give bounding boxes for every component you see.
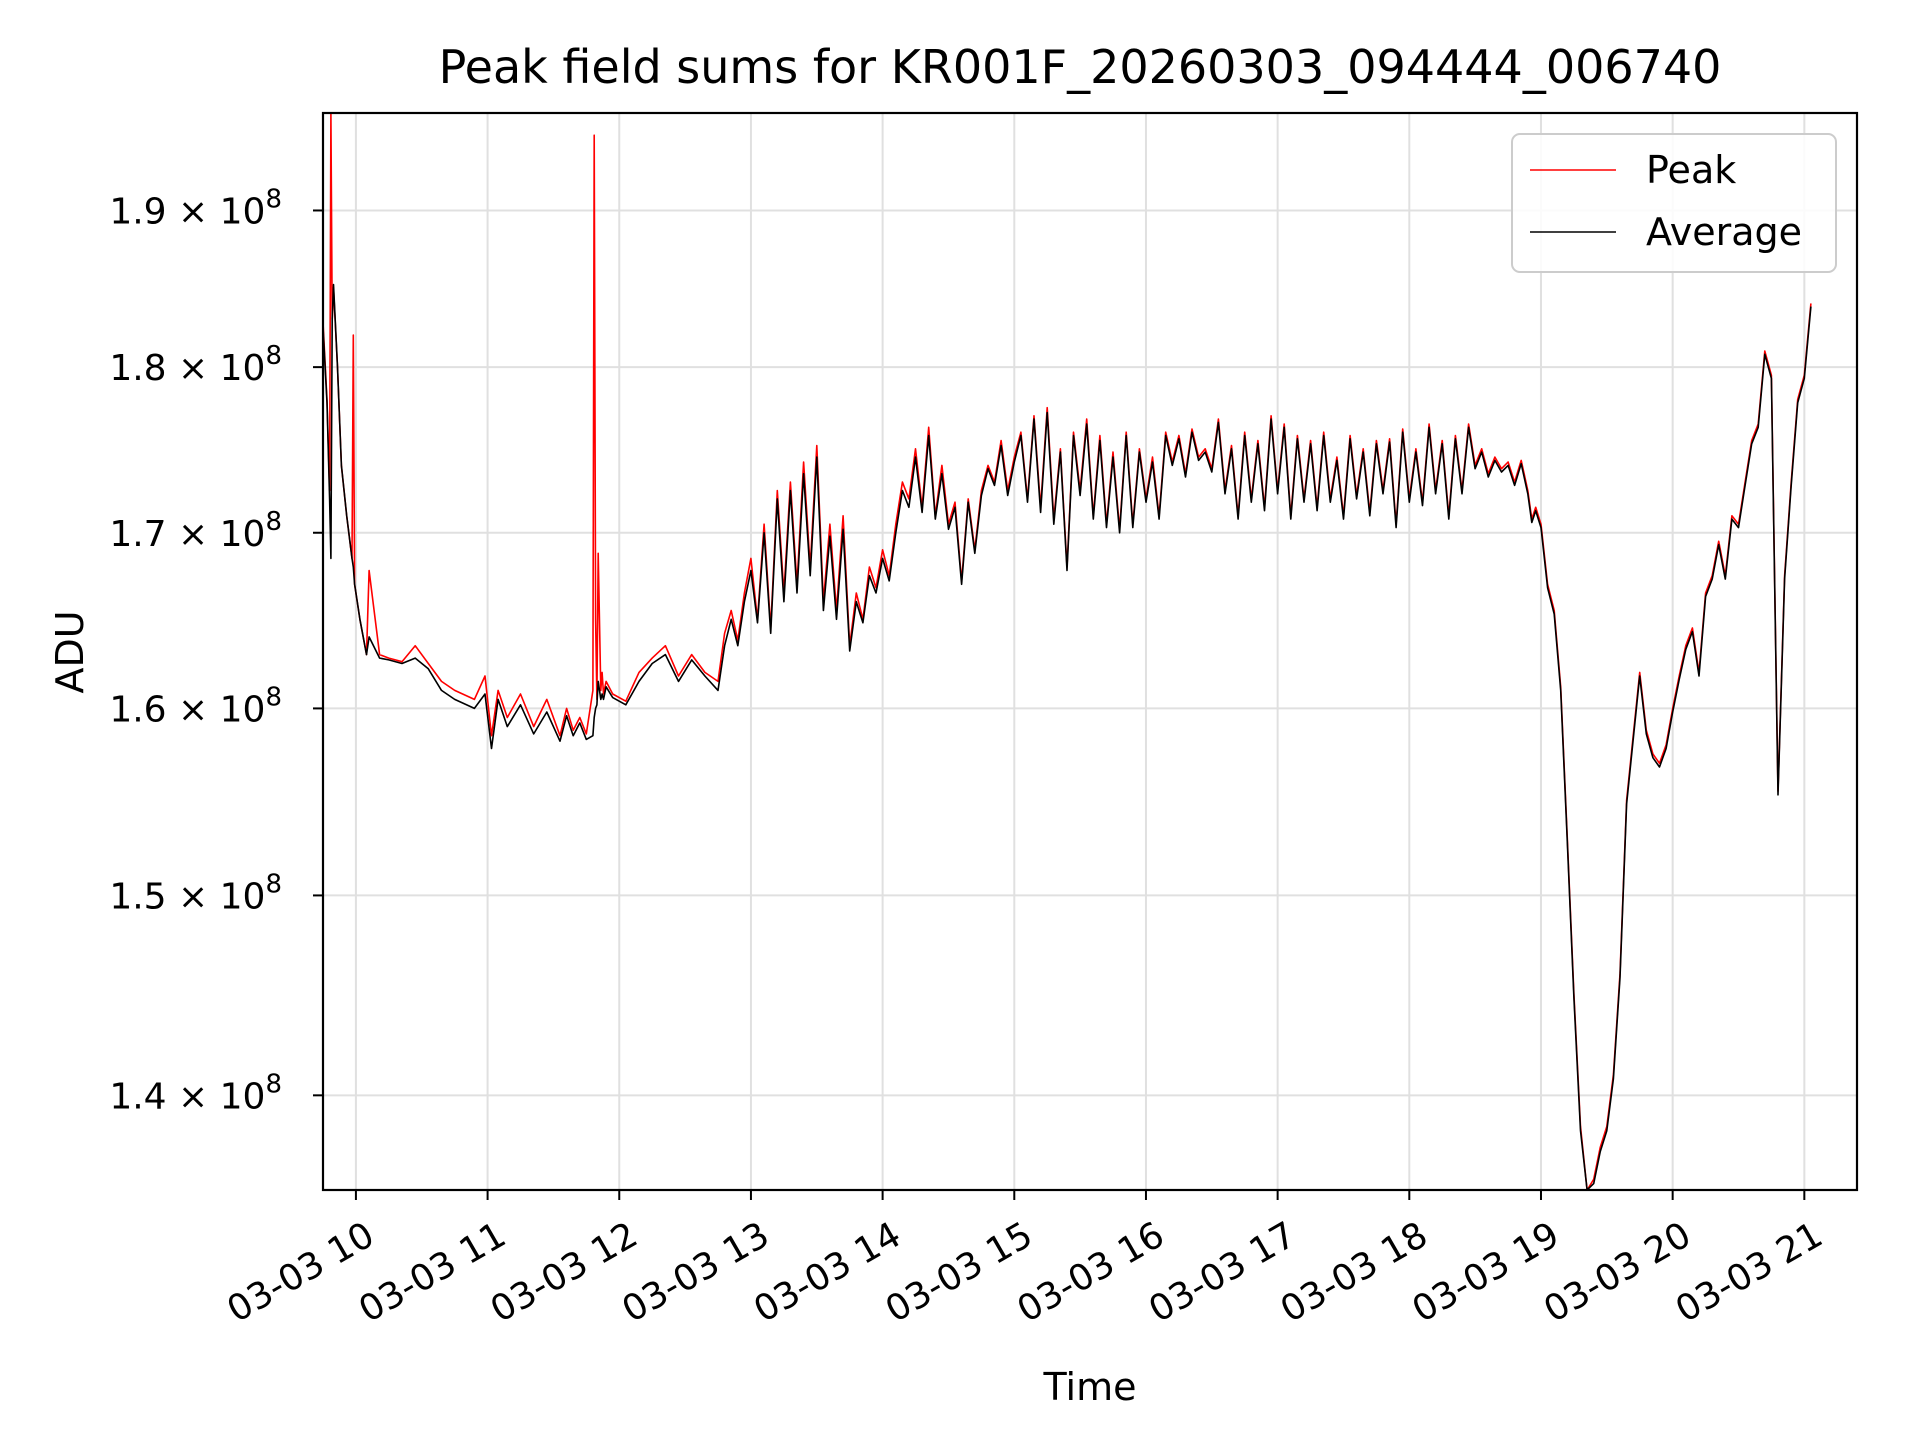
grid-lines (323, 113, 1857, 1190)
series-lines (323, 113, 1812, 1190)
chart-title: Peak field sums for KR001F_20260303_0944… (439, 40, 1722, 94)
y-tick-label: 1.4 × 108 (109, 1069, 282, 1117)
legend: Peak Average (1511, 133, 1837, 273)
y-axis-ticks: 1.4 × 108 1.5 × 108 1.6 × 108 1.7 × 108 1.8 … (109, 184, 323, 1117)
legend-box (1511, 133, 1837, 273)
y-tick-label: 1.7 × 108 (109, 507, 282, 555)
legend-peak-label: Peak (1646, 148, 1736, 192)
average-series-line (323, 283, 1812, 1190)
y-axis-label: ADU (48, 610, 92, 693)
legend-average-label: Average (1646, 210, 1802, 254)
x-axis-label: Time (1043, 1365, 1137, 1409)
y-tick-label: 1.8 × 108 (109, 341, 282, 389)
y-tick-label: 1.9 × 108 (109, 184, 282, 232)
y-tick-label: 1.5 × 108 (109, 869, 282, 917)
y-tick-label: 1.6 × 108 (109, 682, 282, 730)
plot-area-frame (321, 111, 1859, 1192)
